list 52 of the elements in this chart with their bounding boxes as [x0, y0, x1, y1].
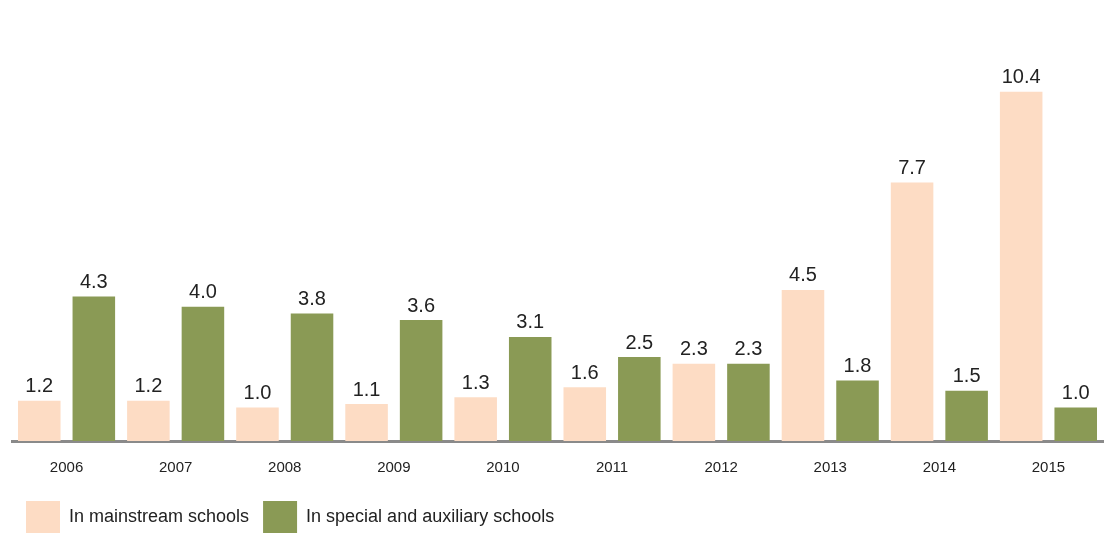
data-label: 1.1 — [352, 377, 381, 400]
x-tick-label: 2011 — [595, 458, 629, 476]
legend-label: In mainstream schools — [69, 505, 250, 526]
bar — [508, 336, 552, 441]
bar — [945, 390, 988, 441]
x-tick-label: 2009 — [377, 458, 411, 476]
data-label: 1.6 — [570, 360, 599, 383]
data-label: 1.0 — [243, 380, 272, 403]
data-label: 1.2 — [25, 374, 54, 397]
bar — [999, 91, 1043, 441]
bar — [236, 407, 279, 441]
data-label: 7.7 — [898, 155, 926, 178]
bar — [1054, 407, 1097, 441]
bar — [781, 289, 825, 441]
x-tick-label: 2008 — [268, 458, 302, 476]
x-tick-label: 2015 — [1031, 458, 1066, 476]
data-label: 10.4 — [1001, 65, 1041, 88]
bar — [127, 400, 170, 441]
data-label: 3.6 — [407, 293, 436, 316]
x-tick-label: 2007 — [158, 458, 193, 476]
x-tick-label: 2006 — [49, 458, 84, 476]
bar — [181, 306, 225, 441]
data-label: 2.3 — [734, 337, 763, 360]
bar — [18, 400, 61, 441]
data-label: 4.0 — [189, 280, 217, 303]
bar — [890, 182, 934, 441]
x-tick-label: 2014 — [922, 458, 957, 476]
bar — [836, 380, 879, 441]
bar — [290, 313, 334, 441]
data-label: 1.3 — [461, 370, 490, 393]
bar — [727, 363, 770, 441]
x-tick-label: 2010 — [486, 458, 520, 476]
data-label: 1.0 — [1061, 380, 1090, 403]
x-tick-label: 2012 — [704, 458, 738, 476]
data-label: 1.5 — [952, 364, 981, 387]
data-label: 1.8 — [843, 354, 872, 377]
bar — [672, 363, 716, 441]
data-label: 3.8 — [298, 286, 326, 309]
bar — [345, 404, 388, 441]
bar — [618, 357, 661, 441]
bar — [563, 387, 607, 441]
bar — [72, 296, 116, 441]
data-label: 2.5 — [625, 330, 654, 353]
x-tick-label: 2013 — [813, 458, 847, 476]
legend-label: In special and auxiliary schools — [306, 505, 555, 526]
data-label: 4.5 — [789, 263, 817, 286]
data-label: 1.2 — [134, 374, 163, 397]
bar — [454, 397, 497, 441]
data-label: 3.1 — [516, 310, 545, 333]
bar — [399, 320, 443, 441]
data-label: 2.3 — [679, 337, 708, 360]
data-label: 4.3 — [79, 270, 108, 293]
